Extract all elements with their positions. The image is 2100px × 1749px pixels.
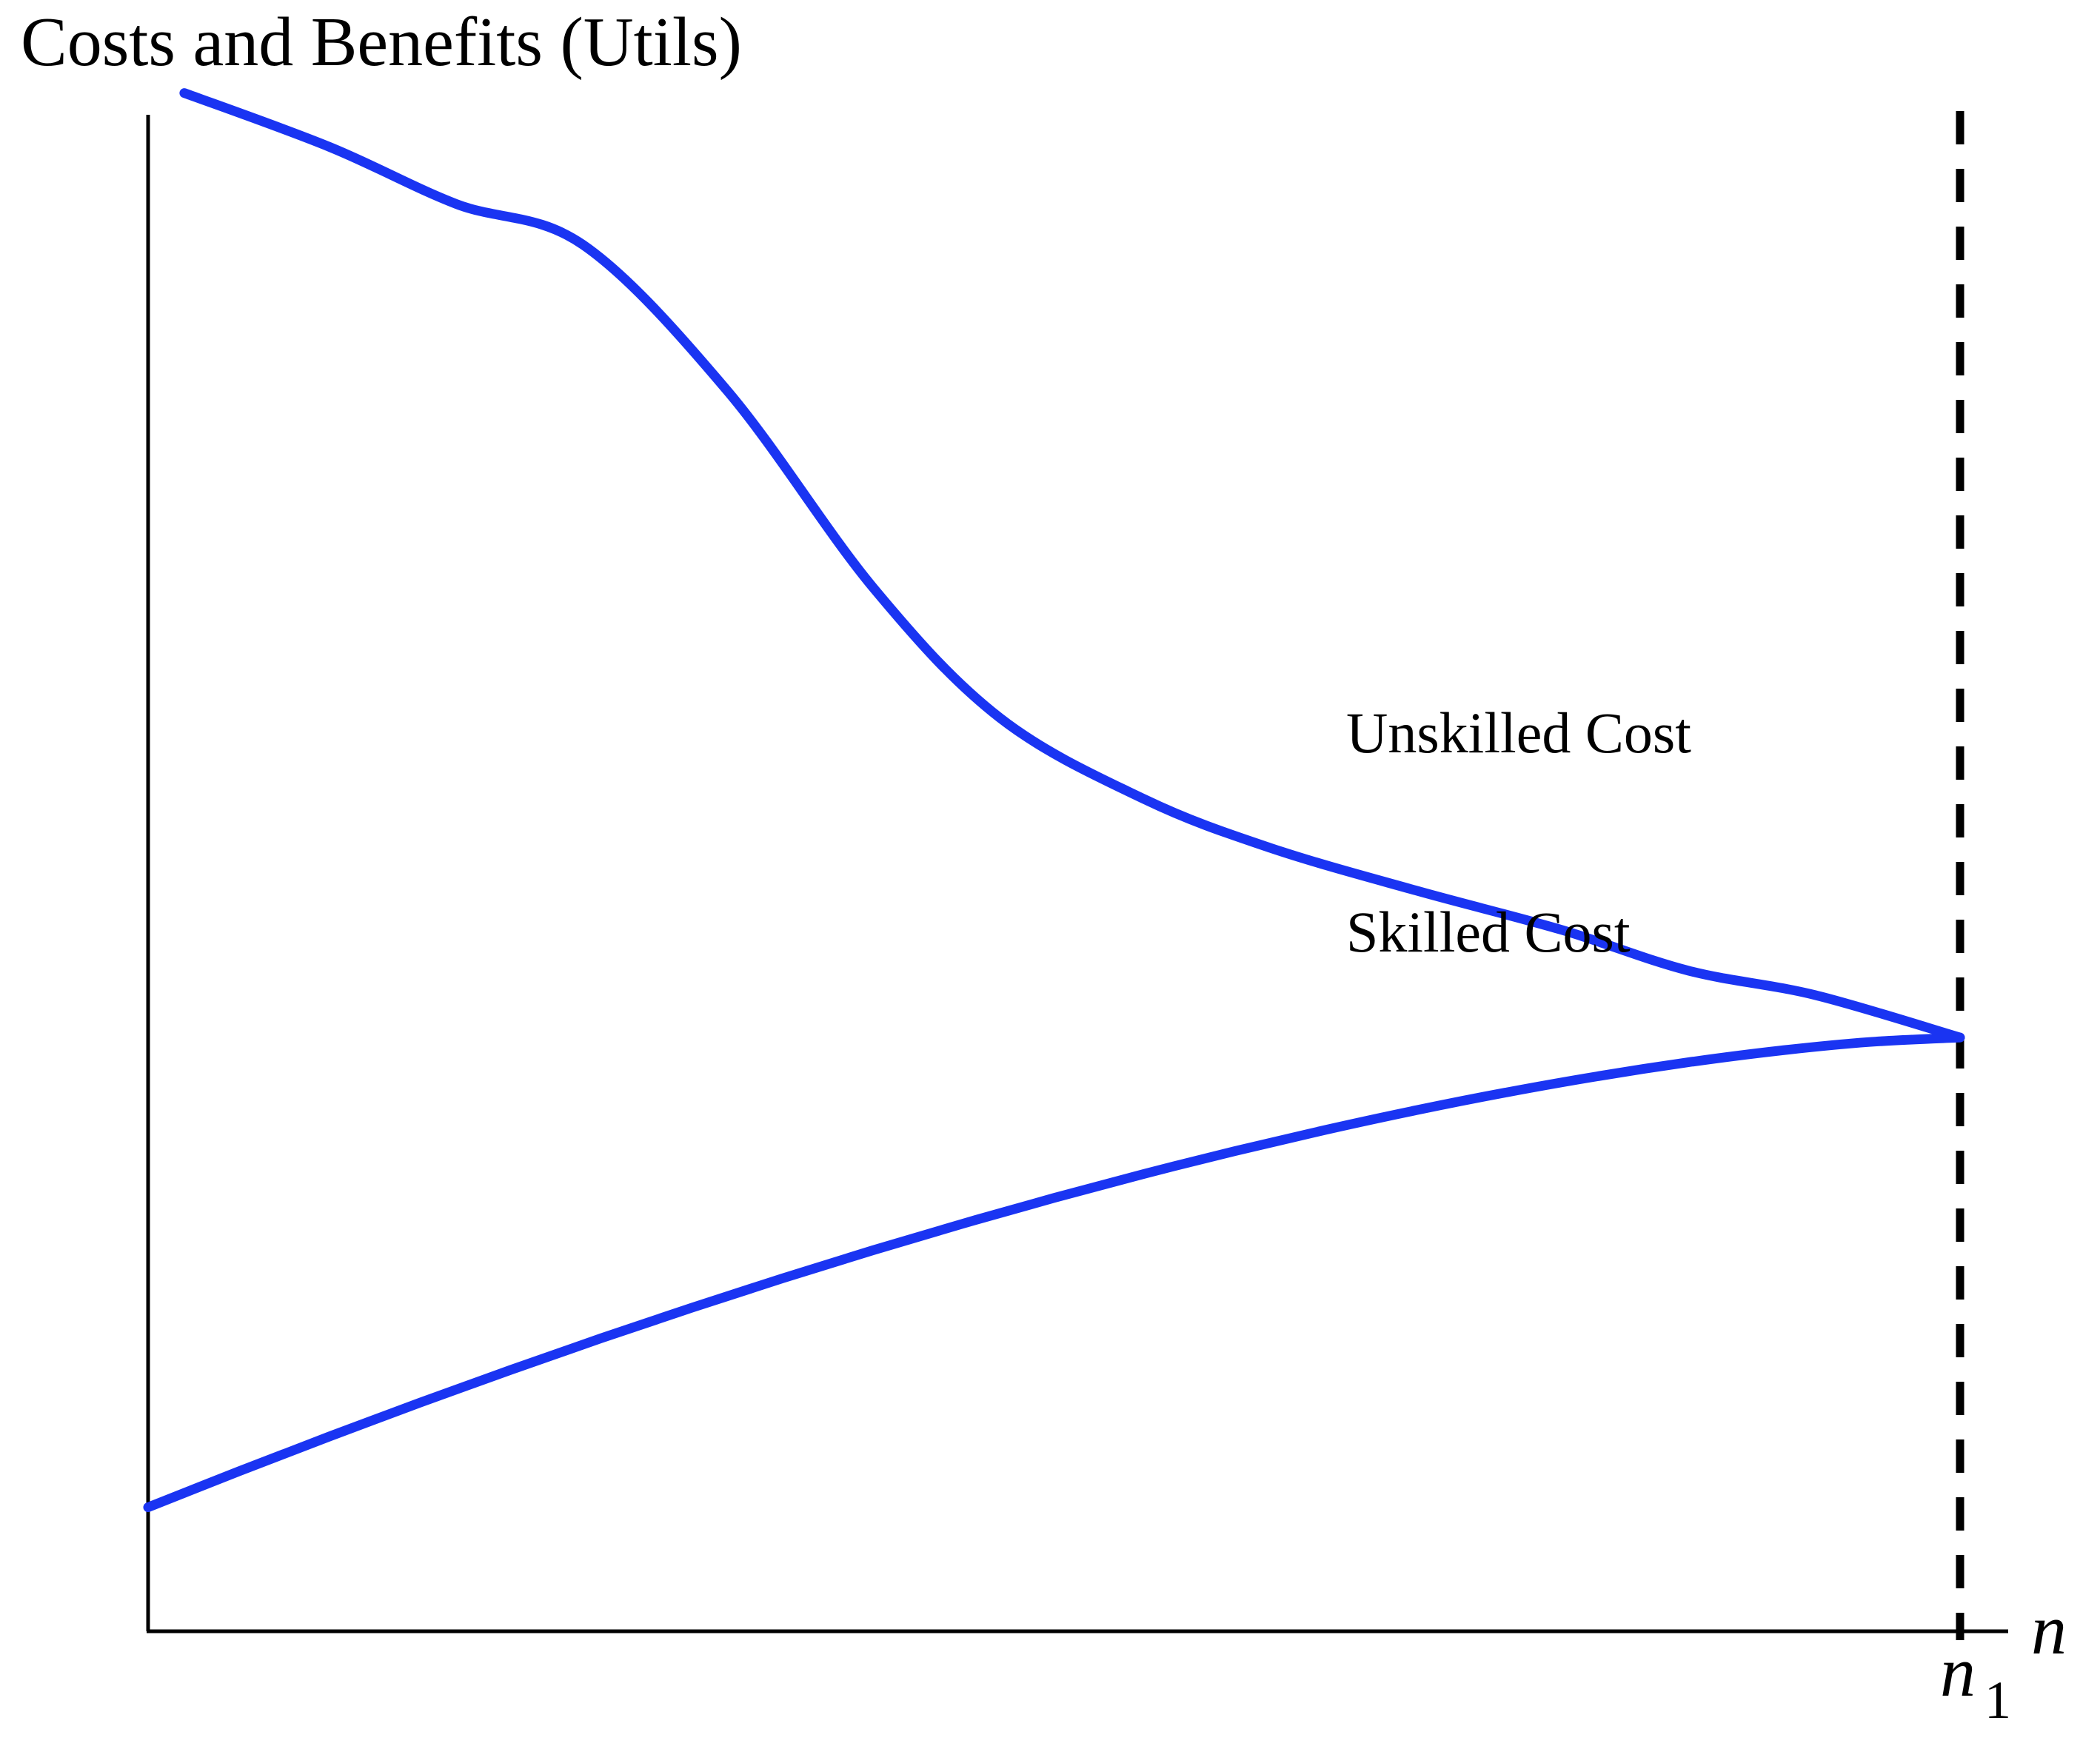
series-line-skilled-cost <box>143 1032 1965 1513</box>
series-line-unskilled-cost <box>179 88 1965 1043</box>
skilled-cost-label: Skilled Cost <box>1346 900 1631 964</box>
chart-title: Costs and Benefits (Utils) <box>21 4 742 81</box>
unskilled-cost-label: Unskilled Cost <box>1346 700 1691 765</box>
x-tick-n1: n 1 <box>1940 1632 2011 1730</box>
x-tick-label: n <box>1940 1632 1976 1711</box>
x-axis-label: n <box>2031 1590 2067 1669</box>
series-layer <box>143 88 1965 1513</box>
x-tick-subscript: 1 <box>1984 1671 2011 1730</box>
